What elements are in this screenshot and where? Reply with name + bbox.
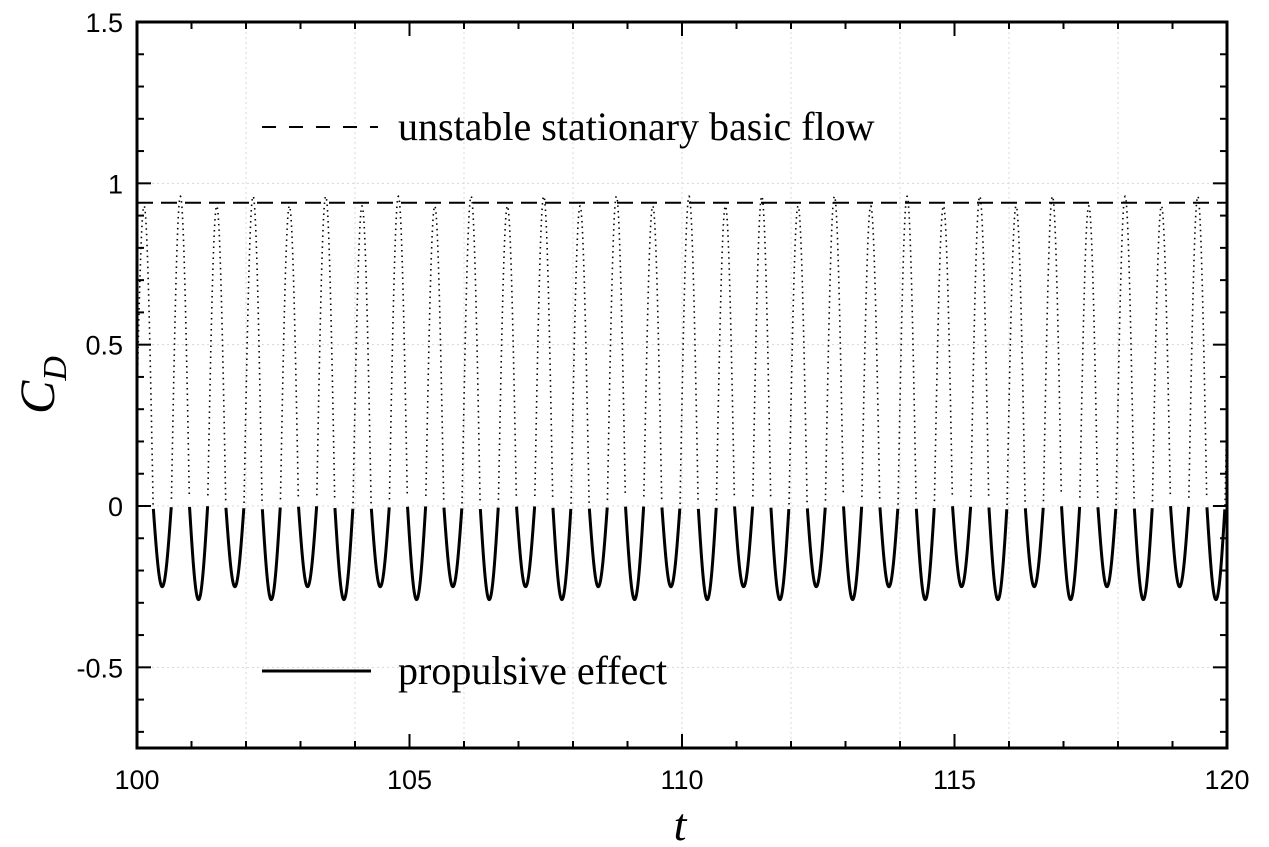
y-tick-label: 1 <box>108 169 123 199</box>
x-tick-label: 105 <box>387 765 432 795</box>
series-propulsive-solid <box>151 506 1227 602</box>
y-tick-label: 0.5 <box>85 331 123 361</box>
y-tick-label: -0.5 <box>76 653 123 683</box>
ticks <box>136 21 1228 748</box>
y-axis-title: CD <box>9 356 74 414</box>
series-positive-dotted <box>136 195 1228 506</box>
series-layer <box>136 195 1228 602</box>
legend-label-propulsive: propulsive effect <box>398 648 667 693</box>
svg-text:CD: CD <box>9 356 74 414</box>
x-tick-label: 120 <box>1204 765 1249 795</box>
x-tick-label: 100 <box>114 765 159 795</box>
tick-labels: 100 105 110 115 120 1.5 1 0.5 0 -0.5 <box>76 8 1249 795</box>
legend: unstable stationary basic flow propulsiv… <box>262 104 875 693</box>
y-tick-label: 1.5 <box>85 8 123 38</box>
y-tick-label: 0 <box>108 492 123 522</box>
x-axis-title: t <box>674 799 688 847</box>
x-tick-label: 110 <box>660 765 703 795</box>
y-axis-title-subscript: D <box>37 356 74 382</box>
y-axis-title-main: C <box>9 380 65 414</box>
x-tick-label: 115 <box>933 765 976 795</box>
legend-label-basic-flow: unstable stationary basic flow <box>398 104 875 149</box>
grid <box>137 22 1227 748</box>
